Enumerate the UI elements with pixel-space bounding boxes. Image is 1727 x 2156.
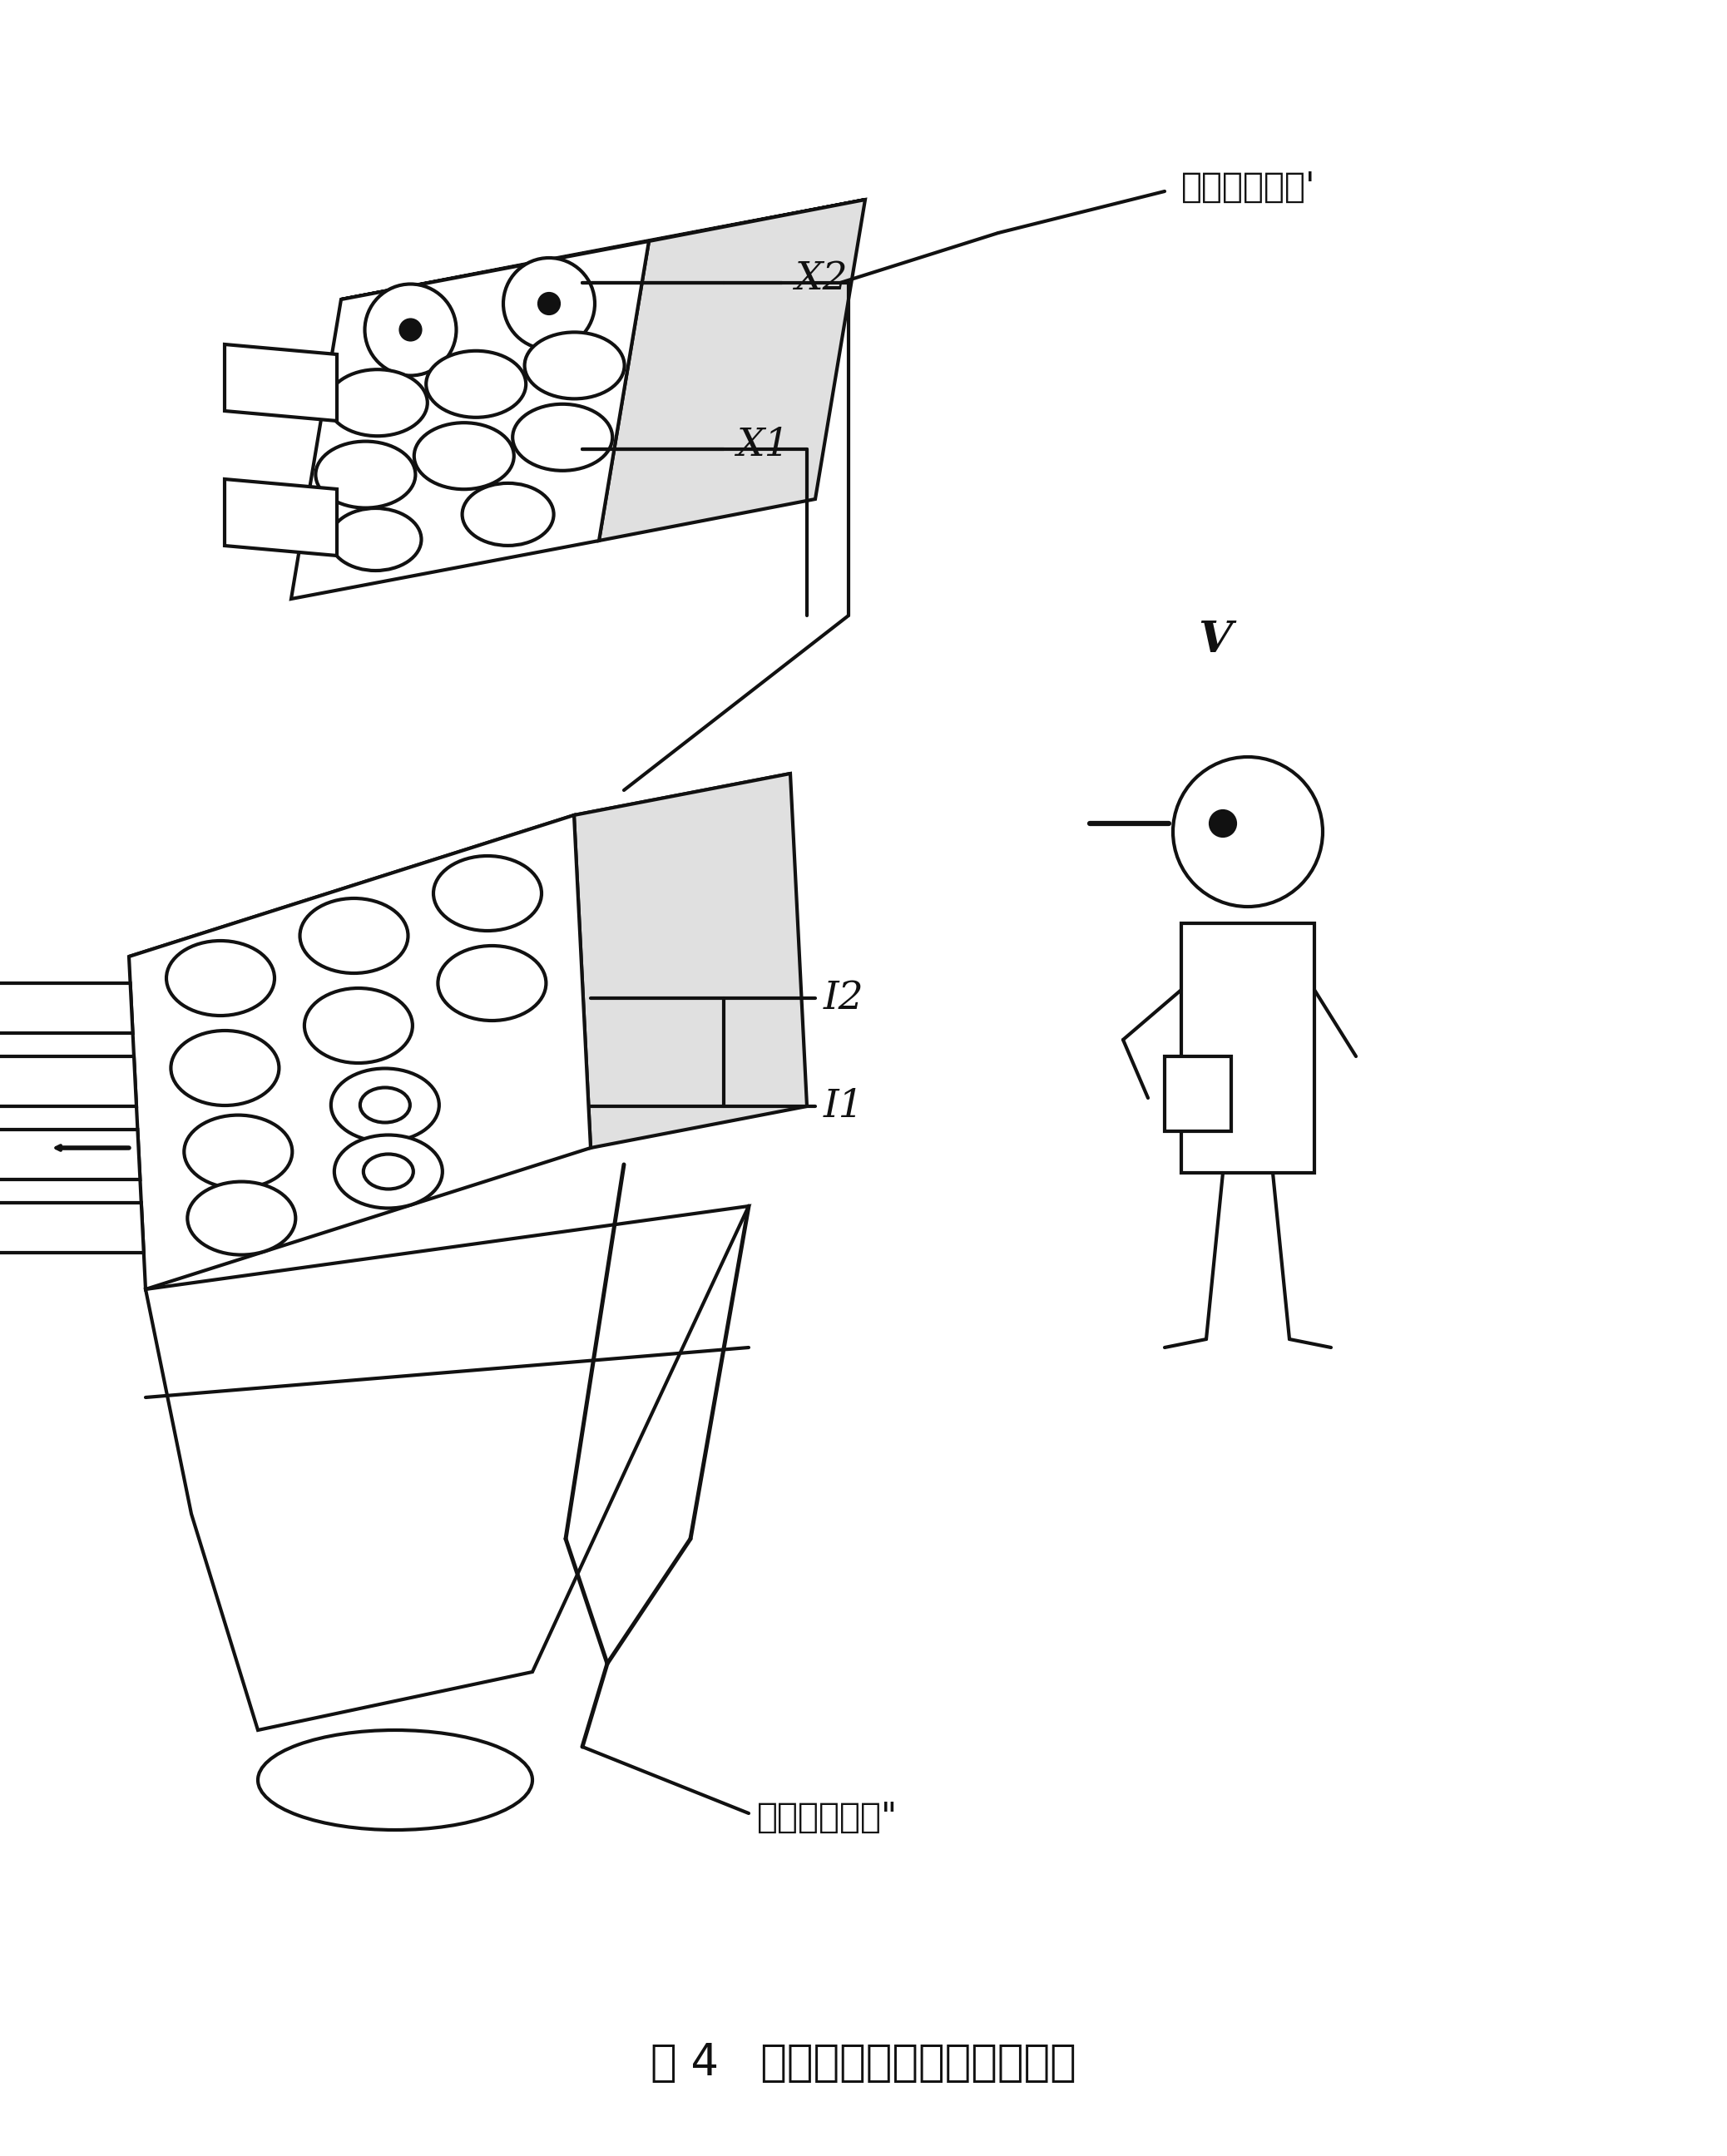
Polygon shape — [225, 345, 337, 420]
Ellipse shape — [300, 899, 408, 972]
Polygon shape — [340, 201, 865, 300]
Polygon shape — [130, 815, 591, 1289]
Polygon shape — [292, 241, 649, 599]
Polygon shape — [0, 983, 133, 1033]
Text: X2: X2 — [794, 261, 848, 298]
Circle shape — [503, 259, 594, 349]
Ellipse shape — [257, 1729, 532, 1830]
Circle shape — [364, 285, 456, 375]
Text: 气门按排排列': 气门按排排列' — [1181, 170, 1316, 205]
Circle shape — [539, 293, 560, 313]
Ellipse shape — [304, 987, 413, 1063]
Polygon shape — [1164, 1056, 1231, 1132]
Ellipse shape — [433, 856, 542, 931]
Text: 图 4   直列式内燃机观察者的位置: 图 4 直列式内燃机观察者的位置 — [651, 2042, 1076, 2085]
Ellipse shape — [513, 403, 613, 470]
Ellipse shape — [332, 1069, 439, 1143]
Ellipse shape — [166, 940, 275, 1015]
Ellipse shape — [328, 369, 427, 436]
Ellipse shape — [414, 423, 515, 489]
Ellipse shape — [185, 1115, 292, 1188]
Polygon shape — [0, 1130, 140, 1179]
Polygon shape — [130, 774, 791, 957]
Text: I1: I1 — [824, 1087, 864, 1125]
Polygon shape — [225, 479, 337, 556]
Ellipse shape — [335, 1134, 442, 1207]
Text: I2: I2 — [824, 979, 864, 1018]
Polygon shape — [1181, 923, 1314, 1173]
Ellipse shape — [316, 442, 416, 509]
Ellipse shape — [463, 483, 554, 545]
Ellipse shape — [361, 1087, 409, 1123]
Ellipse shape — [188, 1181, 295, 1255]
Text: V: V — [1199, 619, 1231, 662]
Ellipse shape — [330, 509, 421, 571]
Circle shape — [401, 319, 420, 341]
Circle shape — [1211, 811, 1235, 837]
Polygon shape — [145, 1205, 750, 1729]
Ellipse shape — [525, 332, 625, 399]
Polygon shape — [0, 1203, 143, 1253]
Ellipse shape — [439, 946, 546, 1020]
Text: X1: X1 — [736, 427, 789, 464]
Polygon shape — [0, 1056, 136, 1106]
Ellipse shape — [427, 351, 527, 418]
Text: 气门按列排列": 气门按列排列" — [756, 1800, 898, 1835]
Polygon shape — [573, 774, 807, 1147]
Ellipse shape — [171, 1031, 280, 1106]
Ellipse shape — [363, 1153, 413, 1190]
Polygon shape — [599, 201, 865, 541]
Circle shape — [1173, 757, 1323, 908]
